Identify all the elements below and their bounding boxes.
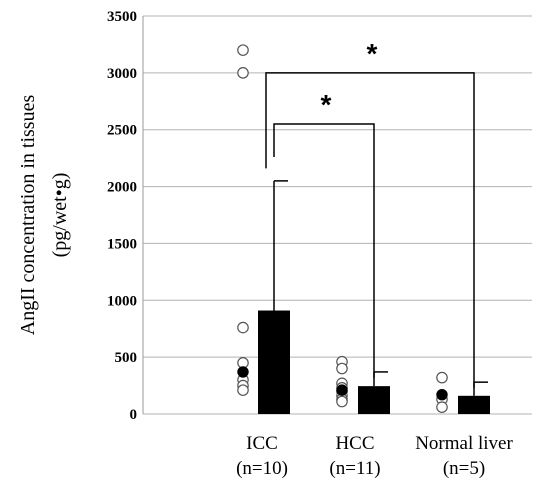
y-tick-label: 2500 [107, 123, 137, 139]
y-tick-label: 1500 [107, 236, 137, 252]
data-point-open [436, 371, 448, 384]
category-n-label: (n=11) [329, 458, 380, 479]
data-point-open [237, 384, 249, 396]
bars [258, 310, 490, 414]
significance-bracket-2 [273, 123, 375, 379]
y-tick-label: 2000 [107, 180, 137, 196]
gridlines [143, 15, 532, 415]
y-axis-title-line1: AngII concentration in tissues [17, 95, 39, 336]
y-tick-labels: 0 500 1000 1500 2000 2500 3000 3500 [107, 9, 137, 423]
data-point-open [336, 362, 348, 375]
y-tick-label: 0 [130, 407, 138, 423]
data-point-open [336, 395, 348, 408]
data-point-open [237, 44, 249, 56]
data-point-mean [436, 388, 448, 401]
category-n-label: (n=5) [443, 458, 485, 479]
category-n-label: (n=10) [236, 458, 288, 479]
category-label: ICC [246, 433, 278, 454]
significance-brackets: ** [265, 38, 475, 388]
category-label: Normal liver [415, 433, 513, 454]
y-tick-label: 3500 [107, 9, 137, 25]
bar-1 [258, 310, 290, 414]
data-point-open [237, 321, 249, 334]
significance-bracket-1 [265, 72, 475, 388]
scatter-points [237, 44, 448, 413]
y-axis-title-line2: (pg/wet•g) [49, 173, 71, 258]
y-tick-label: 3000 [107, 66, 137, 82]
significance-star-1: * [367, 38, 378, 69]
error-bars [273, 180, 488, 396]
data-point-mean [336, 384, 348, 396]
y-tick-label: 1000 [107, 293, 137, 309]
category-label: HCC [335, 433, 374, 454]
y-tick-label: 500 [115, 350, 138, 366]
bar-2 [358, 386, 390, 414]
data-point-mean [237, 366, 249, 378]
data-point-open [237, 67, 249, 79]
data-point-open [436, 401, 448, 413]
category-labels: ICC (n=10) HCC (n=11) Normal liver (n=5) [236, 433, 513, 479]
bar-3 [458, 395, 490, 414]
significance-star-2: * [321, 89, 332, 120]
